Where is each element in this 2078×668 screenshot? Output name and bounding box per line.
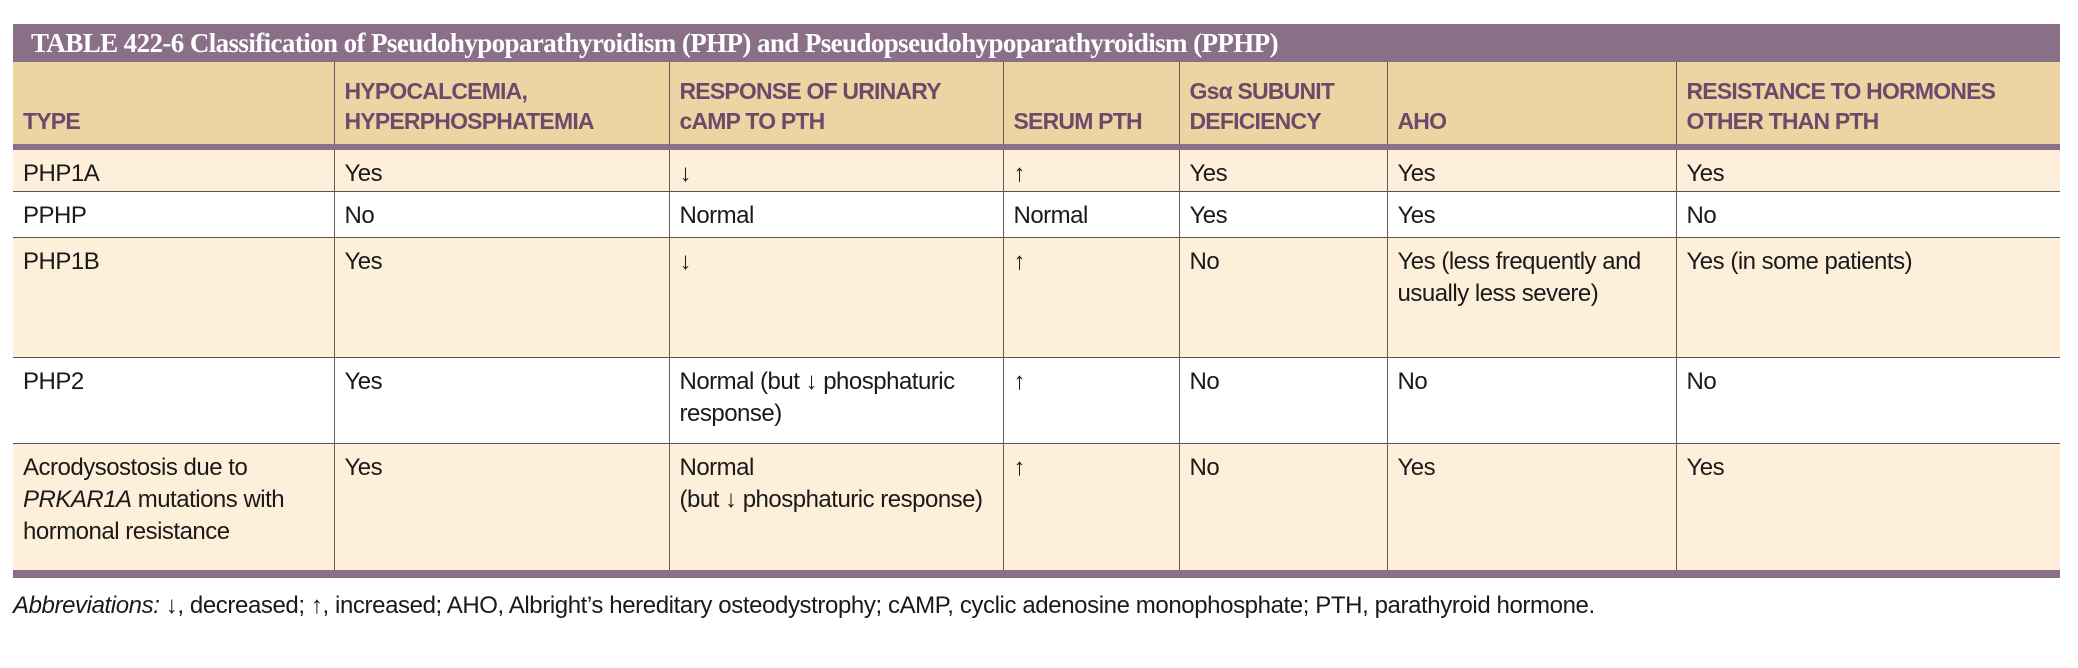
cell-type: PHP1A <box>13 146 334 191</box>
cell-gsa: No <box>1178 442 1387 578</box>
table-row: PHP1A Yes ↓ ↑ Yes Yes Yes <box>13 146 2060 191</box>
cell-camp: Normal <box>668 190 1003 237</box>
header-gsa-deficiency: Gsα SUBUNIT DEFICIENCY <box>1178 62 1387 150</box>
cell-gsa: Yes <box>1178 190 1387 237</box>
cell-aho: Yes <box>1386 442 1676 578</box>
cell-hypocalcemia: Yes <box>333 442 669 578</box>
cell-pth: ↑ <box>1002 442 1179 578</box>
table-row: PPHP No Normal Normal Yes Yes No <box>13 190 2060 237</box>
cell-hypocalcemia: Yes <box>333 236 669 357</box>
table-row: PHP2 Yes Normal (but ↓ phosphaturic resp… <box>13 356 2060 443</box>
cell-hypocalcemia: Yes <box>333 356 669 443</box>
cell-hypocalcemia: Yes <box>333 146 669 191</box>
cell-camp: Normal (but ↓ phosphaturic response) <box>668 442 1003 578</box>
cell-type: Acrodysostosis due to PRKAR1A mutations … <box>13 442 334 578</box>
table-row: PHP1B Yes ↓ ↑ No Yes (less frequently an… <box>13 236 2060 357</box>
footnote-text: ↓, decreased; ↑, increased; AHO, Albrigh… <box>159 592 1595 619</box>
cell-pth: ↑ <box>1002 356 1179 443</box>
header-serum-pth: SERUM PTH <box>1002 62 1179 150</box>
table-row: Acrodysostosis due to PRKAR1A mutations … <box>13 442 2060 578</box>
cell-type: PHP1B <box>13 236 334 357</box>
cell-gsa: No <box>1178 236 1387 357</box>
cell-gsa: Yes <box>1178 146 1387 191</box>
cell-resistance: No <box>1675 190 2060 237</box>
cell-camp: ↓ <box>668 236 1003 357</box>
cell-resistance: No <box>1675 356 2060 443</box>
footnote-label: Abbreviations: <box>13 592 160 619</box>
cell-pth: ↑ <box>1002 146 1179 191</box>
cell-camp: Normal (but ↓ phosphaturic response) <box>668 356 1003 443</box>
cell-gsa: No <box>1178 356 1387 443</box>
cell-aho: Yes (less frequently and usually less se… <box>1386 236 1676 357</box>
header-camp-response: RESPONSE OF URINARY cAMP TO PTH <box>668 62 1003 150</box>
cell-aho: No <box>1386 356 1676 443</box>
classification-table: TYPE HYPOCALCEMIA, HYPERPHOSPHATEMIA RESP… <box>13 62 2060 578</box>
cell-resistance: Yes (in some patients) <box>1675 236 2060 357</box>
cell-aho: Yes <box>1386 190 1676 237</box>
cell-resistance: Yes <box>1675 442 2060 578</box>
header-resistance: RESISTANCE TO HORMONES OTHER THAN PTH <box>1675 62 2060 150</box>
cell-camp: ↓ <box>668 146 1003 191</box>
header-aho: AHO <box>1386 62 1676 150</box>
gene-name: PRKAR1A <box>23 485 132 513</box>
table-title: TABLE 422-6 Classification of Pseudohypo… <box>13 24 2060 62</box>
cell-type: PHP2 <box>13 356 334 443</box>
header-type: TYPE <box>13 62 334 150</box>
cell-pth: Normal <box>1002 190 1179 237</box>
cell-pth: ↑ <box>1002 236 1179 357</box>
cell-aho: Yes <box>1386 146 1676 191</box>
header-hypocalcemia: HYPOCALCEMIA, HYPERPHOSPHATEMIA <box>333 62 669 150</box>
footnote: Abbreviations: ↓, decreased; ↑, increase… <box>13 592 1595 620</box>
cell-resistance: Yes <box>1675 146 2060 191</box>
cell-type: PPHP <box>13 190 334 237</box>
cell-hypocalcemia: No <box>333 190 669 237</box>
header-row: TYPE HYPOCALCEMIA, HYPERPHOSPHATEMIA RESP… <box>13 62 2060 150</box>
